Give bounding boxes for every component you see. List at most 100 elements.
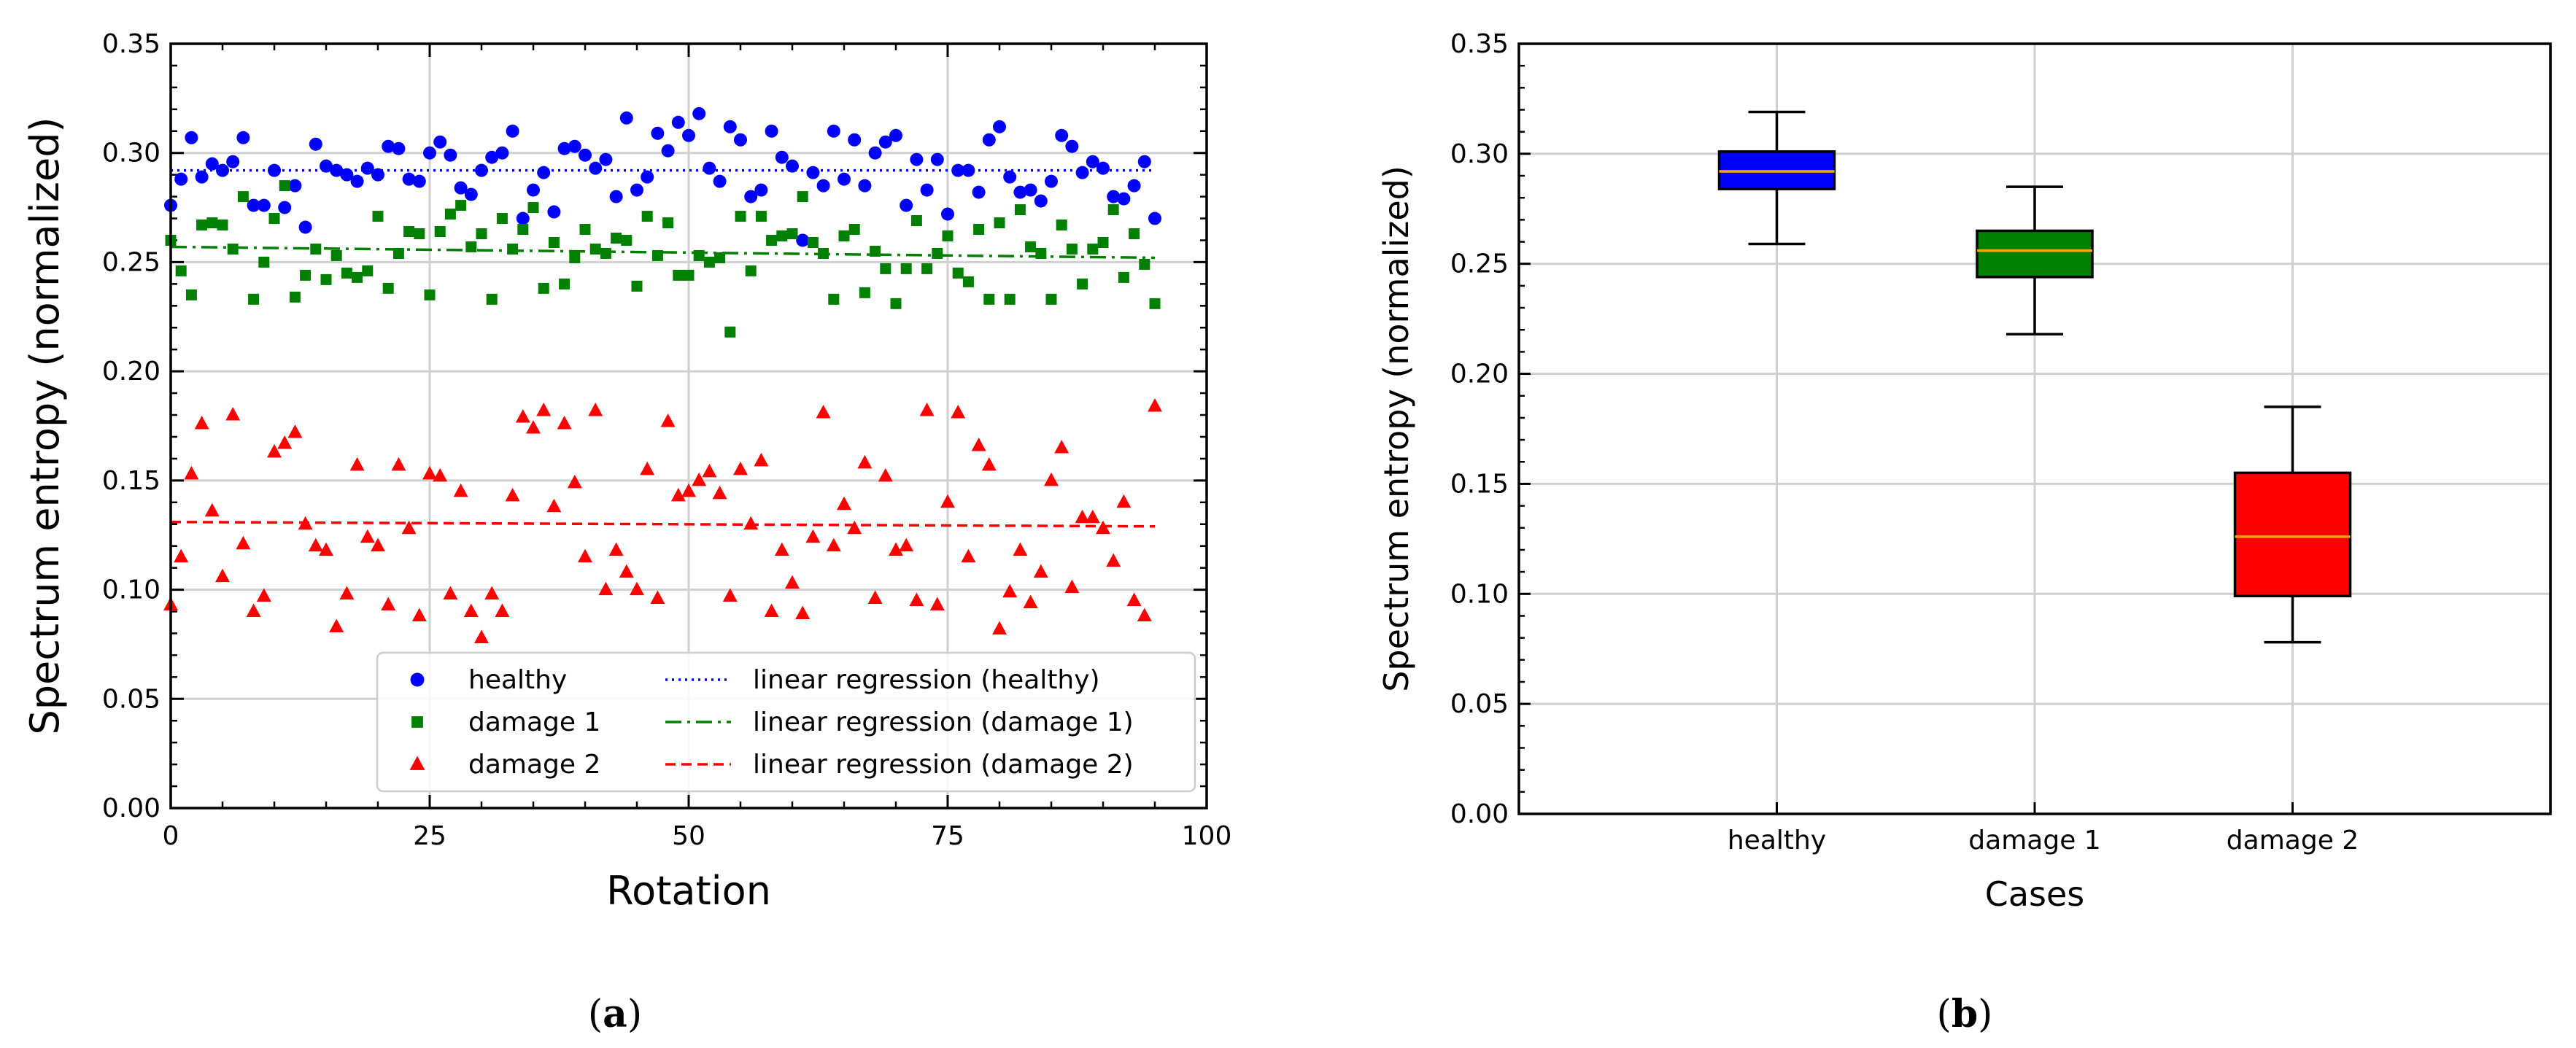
panel-a-point-damage1 — [641, 211, 653, 222]
panel-a-point-healthy — [1096, 161, 1110, 175]
panel-a-point-damage2 — [1044, 472, 1059, 486]
panel-a-point-damage2 — [484, 586, 500, 600]
panel-a-point-damage1 — [1066, 243, 1078, 255]
panel-a-point-damage2 — [961, 548, 976, 563]
panel-a-point-healthy — [661, 144, 675, 158]
panel-a-point-damage1 — [382, 282, 394, 294]
panel-a-point-damage1 — [403, 226, 415, 238]
panel-a-point-healthy — [868, 146, 882, 160]
panel-a-point-healthy — [619, 111, 633, 125]
panel-a-point-healthy — [1148, 211, 1161, 225]
panel-a-point-damage1 — [952, 267, 964, 279]
panel-a-point-damage2 — [308, 537, 323, 552]
panel-a-point-damage2 — [204, 502, 220, 517]
panel-a-point-damage1 — [330, 249, 342, 261]
panel-a-legend-label-damage2: damage 2 — [468, 750, 600, 780]
panel-a-point-damage2 — [630, 581, 644, 596]
panel-a-x-tick-label: 100 — [1182, 821, 1232, 851]
panel-a-point-damage2 — [712, 485, 727, 500]
panel-a-point-healthy — [775, 150, 789, 164]
panel-a-point-healthy — [1086, 155, 1099, 168]
panel-a-point-damage1 — [217, 220, 228, 231]
panel-a-point-healthy — [1013, 185, 1027, 199]
panel-a-point-healthy — [340, 168, 354, 182]
panel-a-point-damage2 — [267, 443, 282, 458]
panel-a-point-damage1 — [206, 217, 218, 229]
panel-a-point-damage1 — [569, 252, 581, 263]
panel-a-point-damage2 — [1064, 579, 1080, 594]
panel-b-y-tick-label: 0.20 — [1450, 360, 1509, 389]
panel-a-point-damage2 — [246, 603, 261, 618]
panel-a-point-healthy — [236, 131, 250, 144]
panel-a-point-damage1 — [465, 241, 477, 252]
panel-a-point-healthy — [599, 152, 613, 166]
panel-a-point-damage1 — [444, 209, 456, 220]
panel-a-point-damage2 — [381, 597, 396, 611]
panel-a-point-healthy — [537, 166, 551, 179]
panel-b-y-tick-label: 0.25 — [1450, 249, 1509, 279]
panel-a-point-damage2 — [992, 621, 1007, 634]
panel-a-point-damage1 — [631, 280, 643, 292]
panel-a-point-damage2 — [536, 403, 552, 416]
panel-a-point-damage1 — [476, 228, 487, 240]
panel-a-point-damage2 — [526, 419, 541, 434]
panel-a-point-healthy — [195, 170, 209, 184]
panel-a-point-healthy — [838, 172, 851, 186]
panel-a-point-damage1 — [352, 271, 363, 283]
panel-a-point-damage2 — [754, 452, 769, 467]
panel-a-point-damage1 — [1045, 293, 1057, 305]
panel-a-point-damage1 — [735, 211, 746, 222]
panel-a-point-damage2 — [371, 537, 385, 552]
panel-a-point-healthy — [402, 172, 416, 186]
panel-a-point-damage1 — [1129, 228, 1140, 240]
panel-a-point-healthy — [713, 174, 727, 188]
panel-b-x-tick-label: damage 1 — [1968, 826, 2100, 855]
panel-a-point-damage1 — [300, 269, 312, 281]
panel-a-point-damage2 — [951, 405, 966, 419]
panel-a-point-damage1 — [848, 224, 860, 236]
panel-a-point-damage1 — [745, 265, 757, 276]
panel-a-point-healthy — [734, 133, 747, 147]
panel-a-point-healthy — [1024, 183, 1037, 197]
panel-a-point-healthy — [671, 115, 685, 129]
panel-a-y-tick-label: 0.10 — [102, 575, 160, 605]
panel-a-point-damage1 — [942, 230, 954, 241]
panel-a-point-healthy — [382, 139, 395, 153]
panel-a-point-healthy — [216, 163, 229, 177]
panel-b-y-tick-label: 0.30 — [1450, 139, 1509, 169]
panel-a-point-healthy — [309, 137, 322, 151]
panel-a-point-healthy — [765, 124, 778, 138]
panel-a-point-healthy — [744, 190, 758, 203]
panel-b-y-tick-label: 0.35 — [1450, 29, 1509, 59]
panel-a-x-tick-label: 0 — [163, 821, 179, 851]
panel-a-point-damage1 — [1056, 220, 1067, 231]
panel-a-point-healthy — [682, 128, 695, 142]
panel-b-box-chart: 0.00 0.05 0.10 0.15 0.20 0.25 0.30 0.35 healthy d… — [1377, 29, 2552, 914]
panel-a-point-damage2 — [256, 588, 271, 602]
panel-a-point-damage2 — [681, 483, 696, 497]
panel-a-x-tick-label: 75 — [931, 821, 964, 851]
panel-a-point-damage2 — [329, 618, 344, 632]
panel-a-point-damage2 — [1106, 553, 1121, 567]
panel-a-point-healthy — [371, 168, 384, 182]
panel-a-point-damage2 — [277, 435, 293, 449]
panel-a-point-damage1 — [237, 191, 249, 203]
panel-a-point-damage1 — [714, 252, 726, 263]
panel-a-point-damage2 — [515, 409, 530, 423]
panel-a-point-damage1 — [890, 298, 902, 309]
panel-a-point-damage1 — [289, 291, 301, 303]
panel-b-caption: (b) — [1937, 992, 1993, 1036]
panel-a-point-damage2 — [433, 467, 448, 482]
panel-a-legend-label-healthy: healthy — [468, 665, 567, 695]
panel-a-point-damage2 — [1096, 520, 1110, 535]
panel-a-caption: (a) — [588, 992, 642, 1036]
panel-a-point-healthy — [444, 148, 457, 162]
panel-a-y-tick-label: 0.15 — [102, 466, 160, 496]
panel-a-point-damage2 — [940, 494, 955, 508]
panel-a-point-damage2 — [349, 457, 365, 471]
panel-a-point-damage2 — [495, 603, 510, 618]
panel-a-point-damage2 — [857, 454, 873, 469]
panel-a-point-damage1 — [797, 191, 808, 203]
panel-a-point-damage2 — [743, 516, 759, 530]
